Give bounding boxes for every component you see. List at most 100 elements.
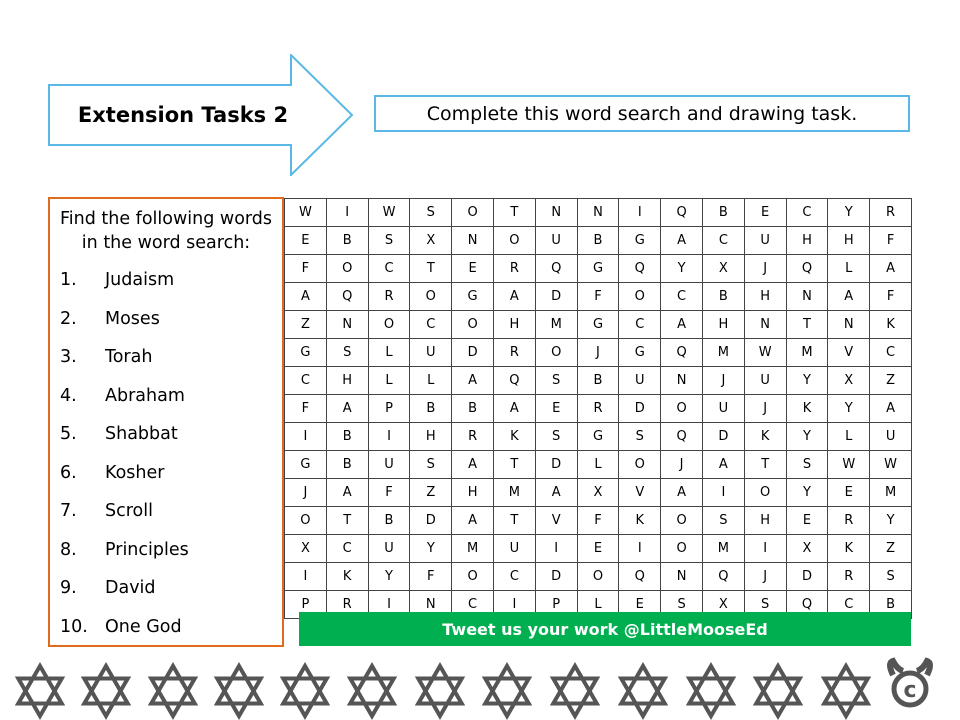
grid-cell[interactable]: B — [576, 366, 620, 395]
grid-cell[interactable]: M — [869, 478, 912, 507]
grid-cell[interactable]: G — [284, 450, 327, 479]
grid-cell[interactable]: D — [534, 562, 578, 591]
grid-cell[interactable]: X — [701, 254, 745, 283]
grid-cell[interactable]: M — [492, 478, 536, 507]
grid-cell[interactable]: O — [660, 506, 703, 535]
grid-cell[interactable]: K — [325, 562, 369, 591]
grid-cell[interactable]: R — [367, 282, 411, 311]
grid-cell[interactable]: G — [576, 254, 620, 283]
grid-cell[interactable]: L — [367, 338, 411, 367]
grid-cell[interactable]: R — [451, 422, 494, 451]
grid-cell[interactable]: N — [576, 198, 620, 227]
grid-cell[interactable]: C — [618, 310, 662, 339]
grid-cell[interactable]: N — [534, 198, 578, 227]
grid-cell[interactable]: O — [576, 562, 620, 591]
grid-cell[interactable]: Q — [618, 254, 662, 283]
grid-cell[interactable]: I — [284, 562, 327, 591]
grid-cell[interactable]: R — [492, 338, 536, 367]
grid-cell[interactable]: F — [367, 478, 411, 507]
grid-cell[interactable]: U — [869, 422, 912, 451]
grid-cell[interactable]: P — [367, 394, 411, 423]
grid-cell[interactable]: I — [534, 534, 578, 563]
grid-cell[interactable]: K — [827, 534, 871, 563]
grid-cell[interactable]: B — [325, 422, 369, 451]
grid-cell[interactable]: D — [534, 282, 578, 311]
grid-cell[interactable]: X — [785, 534, 829, 563]
grid-cell[interactable]: C — [492, 562, 536, 591]
grid-cell[interactable]: S — [325, 338, 369, 367]
grid-cell[interactable]: D — [534, 450, 578, 479]
grid-cell[interactable]: J — [743, 394, 787, 423]
grid-cell[interactable]: T — [409, 254, 453, 283]
grid-cell[interactable]: O — [618, 450, 662, 479]
grid-cell[interactable]: R — [827, 562, 871, 591]
grid-cell[interactable]: H — [325, 366, 369, 395]
grid-cell[interactable]: L — [409, 366, 453, 395]
grid-cell[interactable]: Y — [785, 478, 829, 507]
grid-cell[interactable]: T — [492, 506, 536, 535]
grid-cell[interactable]: R — [492, 254, 536, 283]
grid-cell[interactable]: A — [451, 506, 494, 535]
grid-cell[interactable]: C — [785, 198, 829, 227]
grid-cell[interactable]: U — [743, 226, 787, 255]
grid-cell[interactable]: A — [325, 394, 369, 423]
grid-cell[interactable]: A — [284, 282, 327, 311]
grid-cell[interactable]: Q — [492, 366, 536, 395]
grid-cell[interactable]: V — [618, 478, 662, 507]
grid-cell[interactable]: K — [869, 310, 912, 339]
grid-cell[interactable]: G — [618, 338, 662, 367]
grid-cell[interactable]: Y — [827, 198, 871, 227]
grid-cell[interactable]: I — [618, 198, 662, 227]
grid-cell[interactable]: B — [576, 226, 620, 255]
grid-cell[interactable]: H — [701, 310, 745, 339]
grid-cell[interactable]: K — [492, 422, 536, 451]
grid-cell[interactable]: C — [701, 226, 745, 255]
grid-cell[interactable]: W — [367, 198, 411, 227]
grid-cell[interactable]: R — [576, 394, 620, 423]
grid-cell[interactable]: H — [492, 310, 536, 339]
grid-cell[interactable]: Q — [660, 422, 703, 451]
grid-cell[interactable]: C — [284, 366, 327, 395]
grid-cell[interactable]: Q — [660, 198, 703, 227]
grid-cell[interactable]: R — [869, 198, 912, 227]
grid-cell[interactable]: N — [660, 366, 703, 395]
grid-cell[interactable]: I — [284, 422, 327, 451]
grid-cell[interactable]: N — [827, 310, 871, 339]
grid-cell[interactable]: S — [409, 198, 453, 227]
grid-cell[interactable]: A — [701, 450, 745, 479]
grid-cell[interactable]: A — [451, 450, 494, 479]
grid-cell[interactable]: S — [618, 422, 662, 451]
grid-cell[interactable]: J — [743, 562, 787, 591]
grid-cell[interactable]: W — [827, 450, 871, 479]
grid-cell[interactable]: X — [284, 534, 327, 563]
grid-cell[interactable]: M — [785, 338, 829, 367]
grid-cell[interactable]: X — [576, 478, 620, 507]
grid-cell[interactable]: X — [827, 366, 871, 395]
grid-cell[interactable]: B — [409, 394, 453, 423]
grid-cell[interactable]: A — [660, 478, 703, 507]
grid-cell[interactable]: O — [284, 506, 327, 535]
grid-cell[interactable]: W — [284, 198, 327, 227]
grid-cell[interactable]: C — [409, 310, 453, 339]
grid-cell[interactable]: E — [785, 506, 829, 535]
grid-cell[interactable]: E — [534, 394, 578, 423]
grid-cell[interactable]: T — [492, 450, 536, 479]
grid-cell[interactable]: A — [869, 254, 912, 283]
grid-cell[interactable]: Z — [869, 366, 912, 395]
grid-cell[interactable]: A — [660, 226, 703, 255]
grid-cell[interactable]: T — [743, 450, 787, 479]
grid-cell[interactable]: Q — [325, 282, 369, 311]
grid-cell[interactable]: T — [325, 506, 369, 535]
grid-cell[interactable]: S — [534, 422, 578, 451]
grid-cell[interactable]: X — [409, 226, 453, 255]
grid-cell[interactable]: I — [325, 198, 369, 227]
grid-cell[interactable]: A — [534, 478, 578, 507]
grid-cell[interactable]: Z — [869, 534, 912, 563]
grid-cell[interactable]: I — [618, 534, 662, 563]
grid-cell[interactable]: Q — [701, 562, 745, 591]
grid-cell[interactable]: G — [284, 338, 327, 367]
grid-cell[interactable]: G — [618, 226, 662, 255]
grid-cell[interactable]: O — [325, 254, 369, 283]
grid-cell[interactable]: U — [367, 450, 411, 479]
grid-cell[interactable]: B — [701, 198, 745, 227]
